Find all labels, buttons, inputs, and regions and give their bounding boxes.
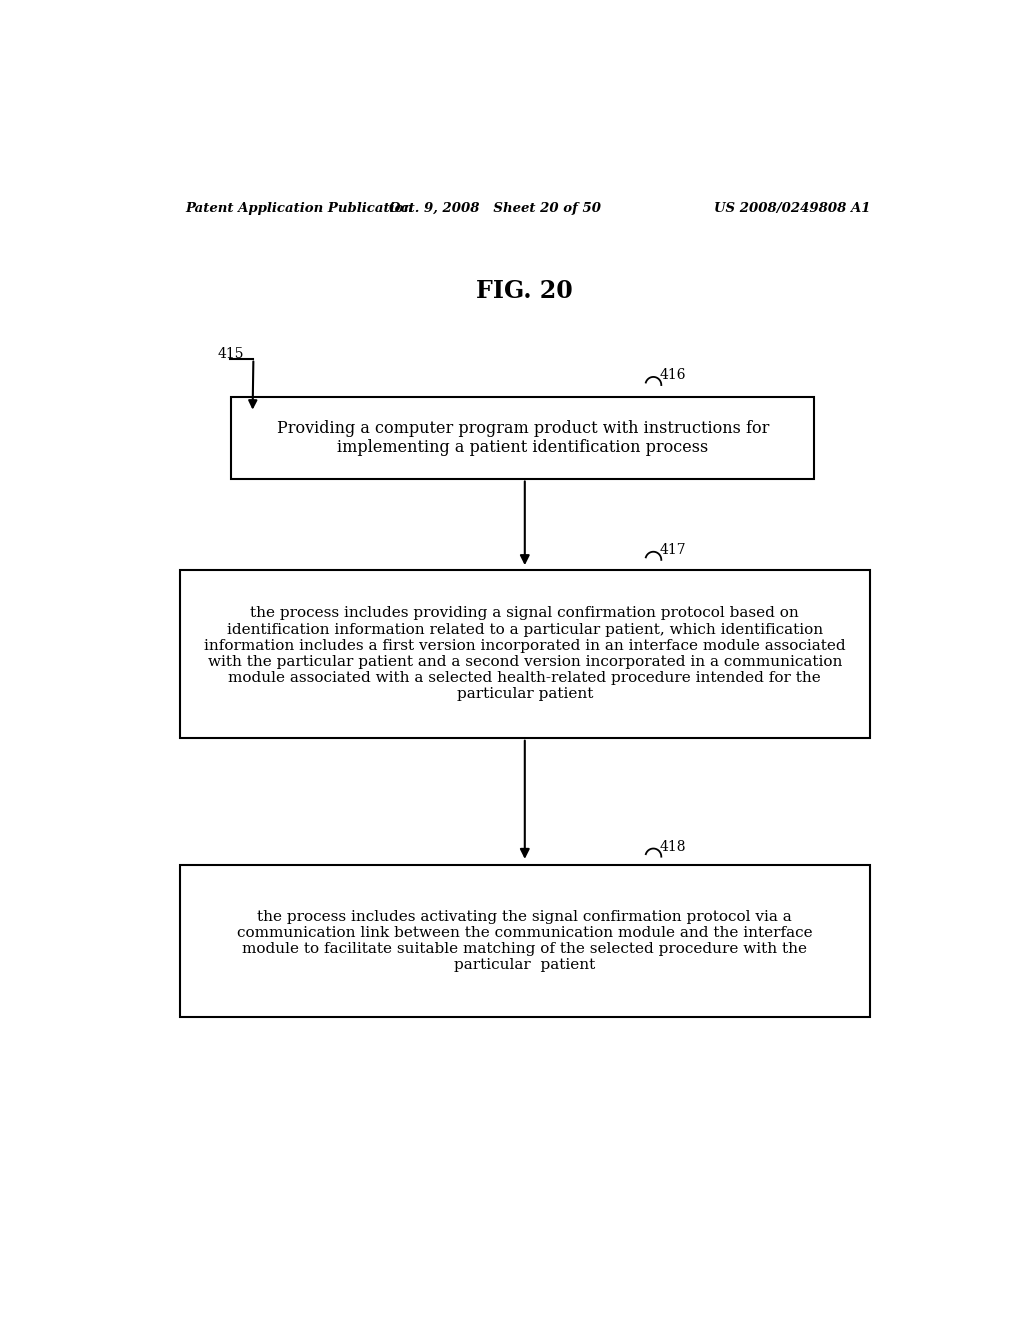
Text: US 2008/0249808 A1: US 2008/0249808 A1 xyxy=(714,202,870,215)
Text: the process includes activating the signal confirmation protocol via a
communica: the process includes activating the sign… xyxy=(237,909,813,973)
Text: 418: 418 xyxy=(659,840,686,854)
Text: FIG. 20: FIG. 20 xyxy=(476,279,573,302)
Text: the process includes providing a signal confirmation protocol based on
identific: the process includes providing a signal … xyxy=(204,606,846,701)
Bar xyxy=(179,570,870,738)
Bar xyxy=(179,865,870,1018)
Text: Providing a computer program product with instructions for
implementing a patien: Providing a computer program product wit… xyxy=(276,420,769,457)
Bar xyxy=(231,397,814,479)
Text: Oct. 9, 2008   Sheet 20 of 50: Oct. 9, 2008 Sheet 20 of 50 xyxy=(389,202,601,215)
Text: 417: 417 xyxy=(659,543,686,557)
Text: Patent Application Publication: Patent Application Publication xyxy=(185,202,414,215)
Text: 416: 416 xyxy=(659,368,686,381)
Text: 415: 415 xyxy=(218,347,244,360)
